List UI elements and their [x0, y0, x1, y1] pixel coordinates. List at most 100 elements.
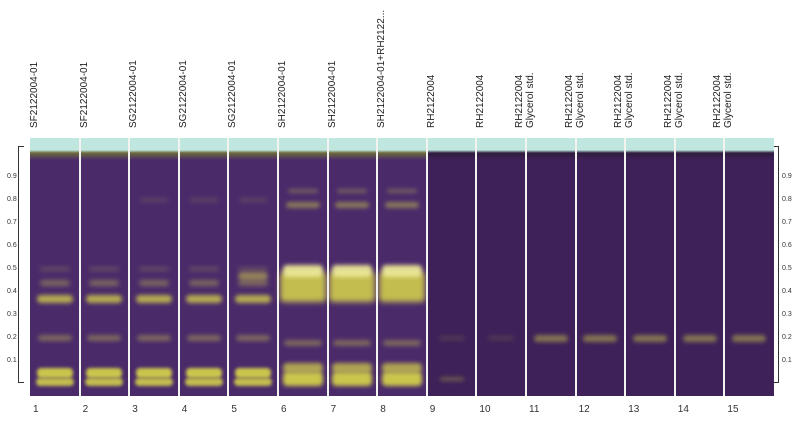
lane-number: 14	[677, 404, 689, 415]
lane-divider	[128, 138, 131, 396]
lane-divider	[723, 138, 726, 396]
lane-background	[526, 138, 576, 396]
lane-label-text: SF2122004-01	[29, 61, 40, 128]
rf-tick-label: 0.4	[7, 288, 17, 295]
lane-number: 6	[281, 404, 287, 415]
lane-background	[575, 138, 626, 396]
lane-label-text: SG2122004-01	[128, 60, 140, 128]
lane-divider	[227, 138, 230, 396]
lane-label: SG2122004-01	[177, 8, 227, 128]
lane-11	[526, 138, 576, 396]
spot-band	[138, 279, 169, 286]
spot-band	[239, 198, 268, 202]
lane-14	[674, 138, 725, 396]
lane-1	[30, 138, 80, 396]
spot-band	[282, 265, 323, 278]
spot-band	[382, 339, 421, 346]
lane-8	[377, 138, 427, 396]
spot-band	[186, 335, 221, 341]
spot-band	[135, 367, 172, 378]
lane-background	[625, 138, 675, 396]
spot-band	[332, 372, 373, 387]
lane-12	[575, 138, 626, 396]
lane-number: 2	[82, 404, 89, 415]
lane-15	[724, 138, 774, 396]
spot-band	[438, 336, 465, 340]
lane-label: SH2122004-01	[277, 8, 326, 128]
lane-divider	[376, 138, 379, 396]
lane-divider	[277, 138, 279, 396]
spot-band	[134, 377, 173, 386]
spot-band	[36, 367, 73, 378]
spot-band	[439, 377, 464, 382]
lane-background	[79, 138, 130, 396]
spot-band	[333, 339, 372, 346]
scale-axis-line	[18, 146, 19, 382]
spot-band	[533, 334, 568, 342]
spot-band	[279, 272, 326, 303]
lane-label: RH2122004	[425, 8, 475, 128]
lane-label-text: RH2122004 Glycerol std.	[563, 72, 586, 128]
lane-number: 11	[529, 404, 540, 415]
scale-cap	[773, 146, 779, 147]
scale-axis-line	[778, 146, 779, 382]
spot-band	[188, 267, 219, 271]
spot-band	[381, 265, 422, 278]
lane-label-text: RH2122004 Glycerol std.	[613, 72, 636, 128]
lane-label-text: RH2122004 Glycerol std.	[662, 72, 685, 128]
lane-background	[30, 138, 80, 396]
lane-background	[476, 138, 526, 396]
lane-label-text: SH2122004-01	[277, 60, 288, 128]
lane-divider	[425, 138, 428, 396]
lane-divider	[673, 138, 676, 396]
spot-band	[89, 279, 120, 286]
spot-band	[35, 377, 74, 386]
lane-label-text: RH2122004	[425, 74, 437, 128]
spot-band	[235, 294, 272, 303]
spot-band	[381, 372, 422, 387]
rf-tick-label: 0.2	[782, 334, 792, 341]
lane-label-text: SF2122004-01	[78, 61, 90, 128]
scale-cap	[773, 382, 779, 383]
lane-label: SH2122004-01	[327, 8, 376, 128]
spot-band	[238, 271, 269, 280]
spot-band	[184, 377, 223, 386]
rf-tick-label: 0.2	[7, 334, 17, 341]
spot-band	[282, 372, 323, 387]
lane-background	[674, 138, 725, 396]
rf-tick-label: 0.9	[7, 173, 17, 180]
spot-band	[86, 367, 123, 378]
lane-divider	[574, 138, 577, 396]
spot-band	[234, 377, 273, 386]
spot-band	[332, 265, 373, 278]
lane-background	[426, 138, 477, 396]
rf-tick-label: 0.6	[7, 242, 17, 249]
rf-tick-label: 0.9	[782, 173, 792, 180]
spot-band	[287, 188, 318, 193]
tlc-plate	[30, 138, 774, 396]
lane-number: 15	[727, 404, 739, 415]
spot-band	[185, 367, 222, 378]
rf-tick-label: 0.4	[782, 288, 792, 295]
spot-band	[86, 294, 123, 303]
lane-label-text: SG2122004-01	[177, 60, 189, 128]
lane-number: 13	[628, 404, 640, 415]
spot-band	[138, 267, 169, 271]
lane-background	[129, 138, 179, 396]
spot-band	[87, 335, 122, 341]
spot-band	[337, 188, 368, 193]
spot-band	[85, 377, 124, 386]
rf-tick-label: 0.1	[7, 357, 17, 364]
rf-tick-label: 0.5	[7, 265, 17, 272]
rf-tick-label: 0.8	[782, 196, 792, 203]
spot-band	[332, 362, 373, 373]
lane-number: 7	[330, 404, 337, 415]
rf-tick-label: 0.5	[782, 265, 792, 272]
spot-band	[89, 267, 120, 271]
spot-band	[37, 335, 72, 341]
lane-label: SG2122004-01	[128, 8, 177, 128]
lane-3	[129, 138, 179, 396]
spot-band	[282, 362, 323, 373]
spot-band	[386, 188, 417, 193]
spot-band	[378, 272, 425, 303]
